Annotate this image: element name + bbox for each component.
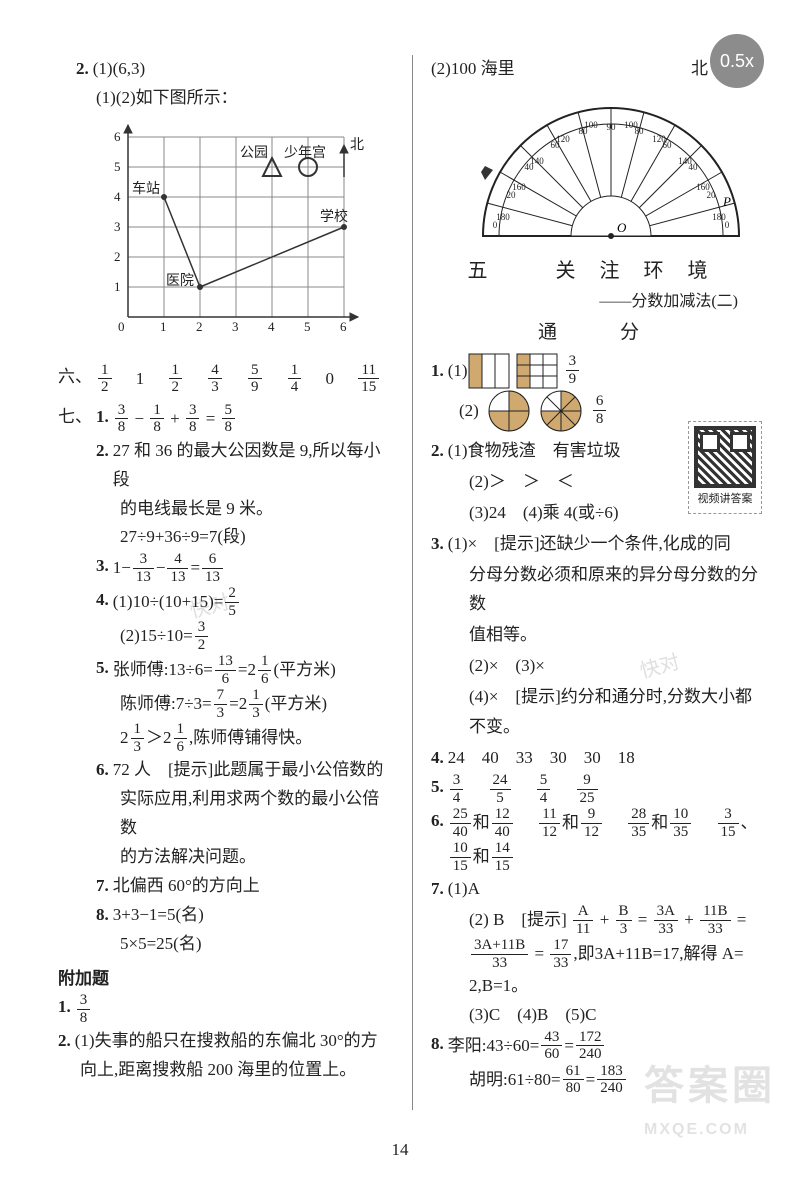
svg-text:5: 5 (304, 319, 311, 334)
svg-text:北: 北 (350, 137, 364, 153)
chapter-sub: ——分数加减法(二) (431, 288, 768, 315)
svg-text:4: 4 (114, 189, 121, 204)
svg-text:160: 160 (696, 182, 710, 192)
svg-text:1: 1 (160, 319, 167, 334)
coordinate-grid: 0 1 2 3 4 5 6 1 2 3 4 5 6 公园 (88, 117, 378, 357)
svg-text:O: O (617, 220, 627, 235)
square-3-9 (516, 353, 558, 389)
svg-text:140: 140 (530, 156, 544, 166)
q2-text-a: (1)(6,3) (93, 55, 145, 84)
protractor: O P 00 2020 4040 6060 8080 90 180180 160… (471, 88, 751, 248)
svg-text:0: 0 (118, 319, 125, 334)
q2-text-b: (1)(2)如下图所示： (96, 84, 396, 113)
right-column: (2)100 海里 北 (413, 55, 768, 1110)
left-column: 2. (1)(6,3) (1)(2)如下图所示： (58, 55, 413, 1110)
svg-text:6: 6 (114, 129, 121, 144)
svg-text:6: 6 (340, 319, 347, 334)
square-1-3 (468, 353, 510, 389)
q2-label: 2. (76, 55, 89, 84)
svg-text:3: 3 (114, 219, 121, 234)
svg-text:车站: 车站 (132, 180, 160, 197)
svg-text:180: 180 (712, 212, 726, 222)
svg-text:2: 2 (196, 319, 203, 334)
qr-code (694, 426, 756, 488)
svg-text:5: 5 (114, 159, 121, 174)
svg-text:100: 100 (624, 120, 638, 130)
section-six: 六、 12 1 12 43 59 14 0 1115 (58, 363, 396, 397)
svg-text:120: 120 (652, 134, 666, 144)
svg-text:1: 1 (114, 279, 121, 294)
extra-title: 附加题 (58, 965, 396, 994)
circle-6-8 (539, 389, 583, 433)
svg-text:4: 4 (268, 319, 275, 334)
north-label: 北 (691, 55, 708, 84)
svg-text:公园: 公园 (240, 146, 268, 161)
svg-text:100: 100 (584, 120, 598, 130)
svg-text:90: 90 (607, 122, 617, 132)
circle-3-4 (487, 389, 531, 433)
page-number: 14 (0, 1136, 800, 1165)
svg-text:医院: 医院 (166, 273, 194, 289)
svg-text:180: 180 (496, 212, 510, 222)
svg-text:160: 160 (512, 182, 526, 192)
svg-text:120: 120 (556, 134, 570, 144)
svg-text:3: 3 (232, 319, 239, 334)
svg-text:140: 140 (678, 156, 692, 166)
qr-box: 视频讲答案 (688, 421, 762, 514)
r-top: (2)100 海里 (431, 55, 515, 84)
svg-text:P: P (722, 194, 731, 209)
section-seven: 七、 1. 38 − 18 + 38 = 58 (58, 403, 396, 437)
chapter-title: 五 关注环境 (431, 254, 768, 288)
svg-text:学校: 学校 (320, 208, 348, 225)
svg-text:2: 2 (114, 249, 121, 264)
topic-title: 通 分 (431, 317, 768, 349)
svg-text:少年宫: 少年宫 (284, 145, 326, 161)
